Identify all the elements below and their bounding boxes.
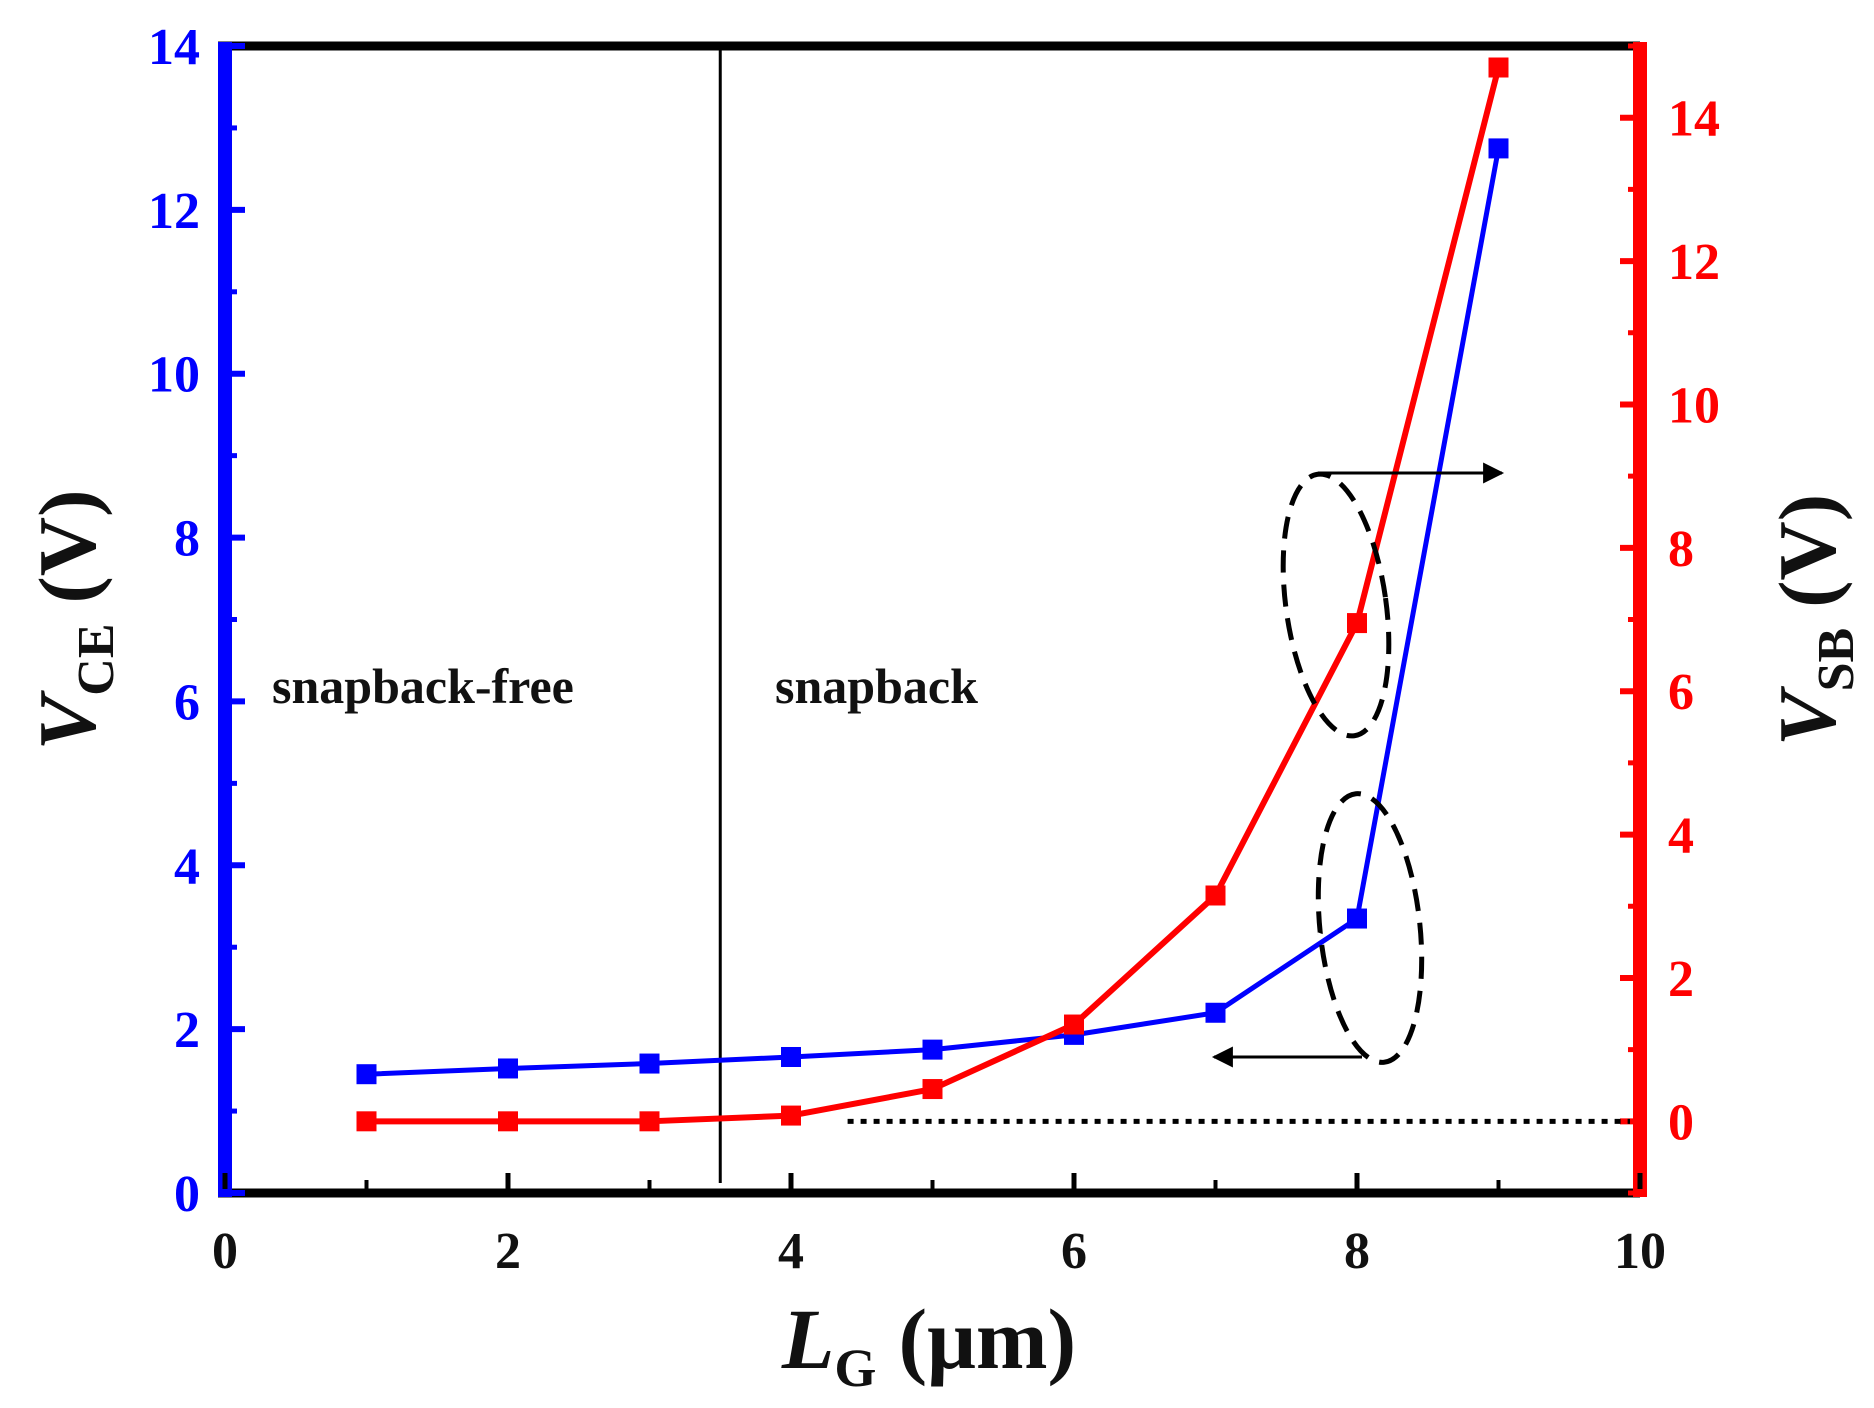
data-point-v-ce [1205, 1002, 1226, 1023]
right-y-tick-label: 6 [1668, 664, 1694, 721]
series-line-v-sb [366, 66, 1502, 1125]
data-point-v-sb [639, 1111, 660, 1132]
x-tick-label: 8 [1344, 1223, 1370, 1280]
left-y-tick-label: 14 [148, 19, 200, 76]
data-point-v-sb [356, 1111, 377, 1132]
data-point-v-ce [639, 1053, 660, 1074]
right-y-axis-ticks: 0 2 4 6 8 10 12 14 [1620, 43, 1720, 1196]
x-axis-ticks: 0 2 4 6 8 10 [212, 1173, 1666, 1280]
right-y-tick-label: 10 [1668, 377, 1720, 434]
left-y-tick-label: 10 [148, 347, 200, 404]
data-point-v-ce [1488, 138, 1509, 159]
left-y-tick-label: 2 [174, 1002, 200, 1059]
vce-group-ellipse [1315, 791, 1425, 1065]
data-point-v-ce [922, 1039, 943, 1060]
snapback-label: snapback [775, 658, 978, 714]
data-point-v-ce [356, 1064, 377, 1085]
series-group [356, 57, 1509, 1132]
data-point-v-sb [781, 1105, 801, 1126]
data-point-v-ce [781, 1046, 801, 1067]
data-point-v-ce [498, 1058, 518, 1079]
x-tick-label: 10 [1614, 1223, 1666, 1280]
right-y-tick-label: 2 [1668, 951, 1694, 1008]
data-point-v-sb [498, 1111, 518, 1132]
right-y-tick-label: 14 [1668, 91, 1720, 148]
left-y-tick-label: 12 [148, 183, 200, 240]
vsb-group-ellipse [1280, 471, 1392, 739]
x-axis-title: LG (μm) [781, 1291, 1076, 1398]
data-point-v-ce [1347, 908, 1367, 929]
x-tick-label: 6 [1061, 1223, 1087, 1280]
left-y-tick-label: 6 [174, 674, 200, 731]
series-line-v-ce [366, 147, 1501, 1077]
left-y-tick-label: 0 [174, 1166, 200, 1223]
data-point-v-sb [922, 1079, 943, 1100]
data-point-v-sb [1488, 57, 1509, 78]
left-y-axis-ticks: 0 2 4 6 8 10 12 14 [148, 19, 245, 1223]
right-y-tick-label: 12 [1668, 234, 1720, 291]
snapback-free-label: snapback-free [272, 658, 574, 714]
right-y-tick-label: 4 [1668, 808, 1694, 865]
x-tick-label: 4 [778, 1223, 804, 1280]
data-point-v-sb [1347, 613, 1367, 634]
x-tick-label: 2 [495, 1223, 521, 1280]
x-tick-label: 0 [212, 1223, 238, 1280]
right-y-axis-title: VSB(V) [1762, 494, 1865, 746]
right-y-tick-label: 8 [1668, 521, 1694, 578]
data-point-v-sb [1064, 1014, 1084, 1035]
left-y-tick-label: 8 [174, 511, 200, 568]
right-y-tick-label: 0 [1668, 1094, 1694, 1151]
left-y-axis-title: VCE(V) [22, 490, 125, 751]
data-point-v-sb [1205, 885, 1226, 906]
left-y-tick-label: 4 [174, 838, 200, 895]
